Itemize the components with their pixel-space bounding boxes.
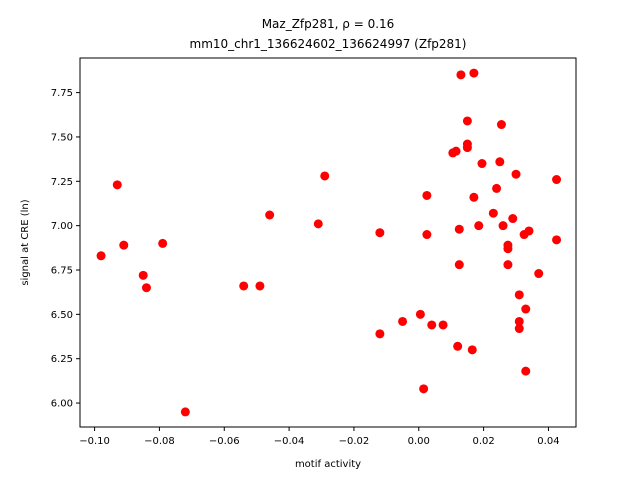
data-point-18 [422, 230, 432, 240]
data-point-24 [454, 224, 464, 234]
data-point-32 [469, 192, 479, 202]
data-point-34 [477, 159, 487, 169]
data-point-16 [419, 384, 429, 394]
plot-frame [79, 57, 577, 428]
data-point-47 [514, 324, 524, 334]
data-point-49 [521, 304, 531, 314]
data-point-5 [158, 238, 168, 248]
data-point-1 [112, 180, 122, 190]
data-point-9 [265, 210, 275, 220]
data-point-3 [138, 270, 148, 280]
data-point-51 [524, 226, 534, 236]
data-point-8 [255, 281, 265, 291]
y-tick-label: 6.75 [51, 265, 73, 276]
data-point-54 [552, 235, 562, 245]
data-point-45 [514, 290, 524, 300]
y-axis-label: signal at CRE (ln) [20, 199, 31, 285]
data-point-2 [119, 240, 129, 250]
x-tick-label: −0.04 [274, 436, 305, 447]
y-tick-label: 6.25 [51, 354, 73, 365]
data-point-4 [141, 283, 151, 293]
data-point-50 [521, 366, 531, 376]
data-point-35 [488, 208, 498, 218]
data-point-41 [503, 244, 513, 254]
data-point-33 [474, 221, 484, 231]
data-point-37 [495, 157, 505, 167]
data-point-13 [375, 329, 385, 339]
data-point-22 [451, 146, 461, 156]
data-point-52 [534, 269, 544, 279]
data-point-46 [514, 316, 524, 326]
y-tick-label: 7.50 [51, 132, 73, 143]
data-point-23 [453, 341, 463, 351]
data-point-7 [239, 281, 249, 291]
data-point-36 [492, 183, 502, 193]
y-axis-ticks: 6.00 6.25 6.50 6.75 7.00 7.25 7.50 7.75 [51, 88, 80, 410]
data-point-6 [180, 407, 190, 417]
x-tick-label: −0.10 [79, 436, 110, 447]
data-point-38 [496, 120, 506, 130]
data-point-31 [469, 68, 479, 78]
data-point-15 [415, 309, 425, 319]
y-tick-label: 7.75 [51, 88, 73, 99]
data-point-19 [427, 320, 437, 330]
data-point-14 [398, 316, 408, 326]
x-tick-label: 0.00 [408, 436, 430, 447]
data-point-26 [456, 70, 466, 80]
data-point-17 [422, 190, 432, 200]
data-point-43 [508, 214, 518, 224]
x-tick-label: −0.02 [339, 436, 370, 447]
data-point-25 [454, 260, 464, 270]
y-tick-label: 7.25 [51, 177, 73, 188]
data-point-0 [96, 251, 106, 261]
data-point-42 [503, 260, 513, 270]
x-tick-label: −0.08 [144, 436, 175, 447]
data-point-20 [438, 320, 448, 330]
data-point-39 [498, 221, 508, 231]
y-tick-label: 6.50 [51, 310, 73, 321]
y-tick-label: 7.00 [51, 221, 73, 232]
data-point-44 [511, 169, 521, 179]
data-point-30 [467, 345, 477, 355]
data-point-11 [320, 171, 330, 181]
x-tick-label: −0.06 [209, 436, 240, 447]
data-point-12 [375, 228, 385, 238]
data-point-27 [462, 116, 472, 126]
data-point-53 [552, 175, 562, 185]
x-tick-label: 0.04 [537, 436, 559, 447]
x-axis-label: motif activity [295, 459, 361, 470]
data-point-29 [462, 143, 472, 153]
data-point-10 [313, 219, 323, 229]
x-axis-ticks: −0.10 −0.08 −0.06 −0.04 −0.02 0.00 0.02 0.04 [79, 427, 560, 447]
data-points [96, 68, 562, 417]
y-tick-label: 6.00 [51, 399, 73, 410]
chart-title-line1: Maz_Zfp281, ρ = 0.16 [262, 17, 395, 31]
chart-title-line2: mm10_chr1_136624602_136624997 (Zfp281) [190, 37, 467, 51]
x-tick-label: 0.02 [472, 436, 494, 447]
